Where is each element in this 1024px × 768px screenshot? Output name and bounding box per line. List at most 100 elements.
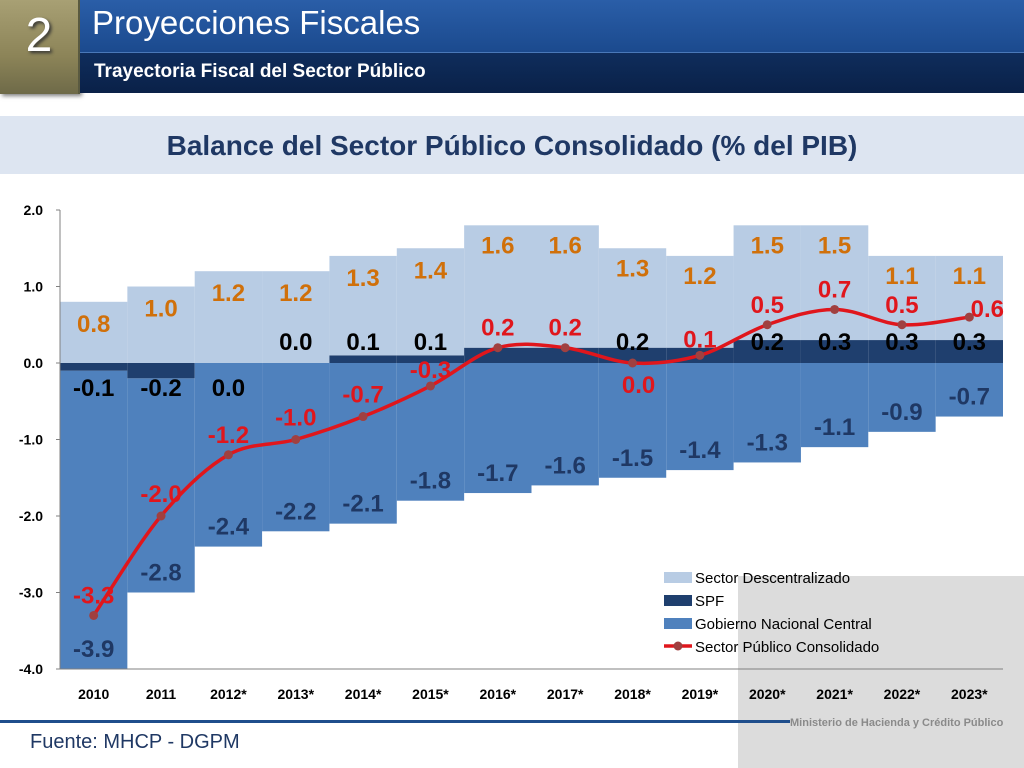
label-consolidado-12: 0.5 — [885, 292, 918, 319]
label-gnc-10: -1.3 — [747, 429, 788, 456]
legend-line-marker — [673, 641, 683, 651]
bar-descentralizado-7 — [531, 225, 599, 348]
label-descentralizado-6: 1.6 — [481, 232, 514, 259]
label-descentralizado-9: 1.2 — [683, 263, 716, 290]
bar-gnc-7 — [531, 363, 599, 486]
bar-gnc-6 — [464, 363, 532, 494]
label-consolidado-3: -1.0 — [275, 405, 316, 432]
label-descentralizado-3: 1.2 — [279, 280, 312, 307]
bar-spf-1 — [127, 363, 195, 379]
bar-gnc-1 — [127, 378, 195, 593]
x-tick-label-6: 2016* — [480, 686, 517, 702]
consolidado-point-13 — [964, 312, 974, 322]
label-gnc-1: -2.8 — [140, 560, 181, 587]
x-tick-label-9: 2019* — [682, 686, 719, 702]
label-descentralizado-0: 0.8 — [77, 311, 110, 338]
y-tick-label-1: 1.0 — [24, 279, 44, 295]
label-spf-1: -0.2 — [140, 375, 181, 402]
label-descentralizado-2: 1.2 — [212, 280, 245, 307]
consolidado-point-9 — [695, 350, 705, 360]
consolidado-point-2 — [223, 450, 233, 460]
bar-descentralizado-0 — [60, 301, 128, 363]
x-tick-label-12: 2022* — [884, 686, 921, 702]
bar-gnc-0 — [60, 370, 128, 669]
x-tick-label-8: 2018* — [614, 686, 651, 702]
page-subtitle: Trayectoria Fiscal del Sector Público — [94, 61, 426, 82]
bar-descentralizado-8 — [598, 248, 667, 348]
label-descentralizado-1: 1.0 — [144, 296, 177, 323]
bar-descentralizado-9 — [666, 255, 734, 348]
consolidado-point-1 — [156, 511, 166, 521]
x-tick-label-0: 2010 — [78, 686, 109, 702]
label-spf-13: 0.3 — [953, 329, 986, 356]
label-gnc-11: -1.1 — [814, 414, 855, 441]
bar-descentralizado-3 — [262, 271, 330, 363]
label-spf-5: 0.1 — [414, 329, 447, 356]
background-panel — [738, 576, 1024, 768]
bar-gnc-12 — [868, 363, 936, 432]
consolidado-point-11 — [830, 304, 840, 314]
footer-divider — [0, 720, 790, 723]
consolidado-point-10 — [762, 320, 772, 330]
page-title: Proyecciones Fiscales — [92, 4, 421, 41]
bar-gnc-4 — [329, 363, 397, 524]
label-descentralizado-5: 1.4 — [414, 257, 448, 284]
x-tick-label-3: 2013* — [277, 686, 314, 702]
y-tick-label-4: -2.0 — [19, 508, 43, 524]
label-gnc-6: -1.7 — [477, 460, 518, 487]
label-spf-10: 0.2 — [751, 329, 784, 356]
bar-spf-13 — [935, 340, 1003, 363]
slide-header: 2 Proyecciones Fiscales Trayectoria Fisc… — [0, 0, 1024, 95]
ministry-logo-text: Ministerio de Hacienda y Crédito Público — [790, 717, 1004, 729]
y-tick-label-3: -1.0 — [19, 432, 43, 448]
bar-gnc-13 — [935, 363, 1003, 417]
legend-label-3: Sector Público Consolidado — [695, 639, 879, 656]
bar-descentralizado-11 — [800, 225, 869, 341]
consolidado-point-6 — [493, 343, 503, 353]
x-tick-label-7: 2017* — [547, 686, 584, 702]
subtitle-bar: Trayectoria Fiscal del Sector Público — [80, 52, 1024, 93]
label-gnc-0: -3.9 — [73, 636, 114, 663]
chart-title-band: Balance del Sector Público Consolidado (… — [0, 116, 1024, 174]
label-consolidado-11: 0.7 — [818, 276, 851, 303]
label-spf-11: 0.3 — [818, 329, 851, 356]
source-note: Fuente: MHCP - DGPM — [30, 731, 240, 753]
bar-spf-6 — [464, 347, 532, 363]
legend-label-0: Sector Descentralizado — [695, 570, 850, 587]
label-descentralizado-13: 1.1 — [953, 263, 986, 290]
y-tick-label-5: -3.0 — [19, 585, 43, 601]
legend-label-2: Gobierno Nacional Central — [695, 616, 872, 633]
consolidado-point-7 — [560, 343, 570, 353]
label-descentralizado-12: 1.1 — [885, 263, 918, 290]
label-spf-0: -0.1 — [73, 375, 114, 402]
section-number-box: 2 — [0, 0, 80, 94]
legend-swatch-1 — [664, 595, 692, 606]
bar-descentralizado-4 — [329, 255, 397, 356]
bar-descentralizado-6 — [464, 225, 532, 348]
bar-descentralizado-1 — [127, 286, 195, 363]
consolidado-point-4 — [358, 412, 368, 422]
label-gnc-5: -1.8 — [410, 468, 451, 495]
legend-swatch-0 — [664, 572, 692, 583]
label-gnc-13: -0.7 — [949, 384, 990, 411]
bar-spf-10 — [733, 340, 801, 363]
y-tick-label-0: 2.0 — [24, 202, 44, 218]
bar-gnc-10 — [733, 363, 801, 463]
x-tick-label-1: 2011 — [146, 686, 177, 702]
x-tick-label-11: 2021* — [816, 686, 853, 702]
label-gnc-9: -1.4 — [679, 437, 721, 464]
label-descentralizado-8: 1.3 — [616, 255, 649, 282]
bar-spf-5 — [396, 355, 465, 363]
bar-spf-4 — [329, 355, 397, 363]
x-tick-label-4: 2014* — [345, 686, 382, 702]
label-spf-3: 0.0 — [279, 329, 312, 356]
label-consolidado-1: -2.0 — [140, 481, 181, 508]
label-gnc-2: -2.4 — [208, 514, 250, 541]
bar-gnc-9 — [666, 363, 734, 471]
bar-spf-12 — [868, 340, 936, 363]
label-consolidado-0: -3.3 — [73, 582, 114, 609]
bar-spf-0 — [60, 363, 128, 371]
title-bar: Proyecciones Fiscales — [80, 0, 1024, 52]
label-spf-12: 0.3 — [885, 329, 918, 356]
